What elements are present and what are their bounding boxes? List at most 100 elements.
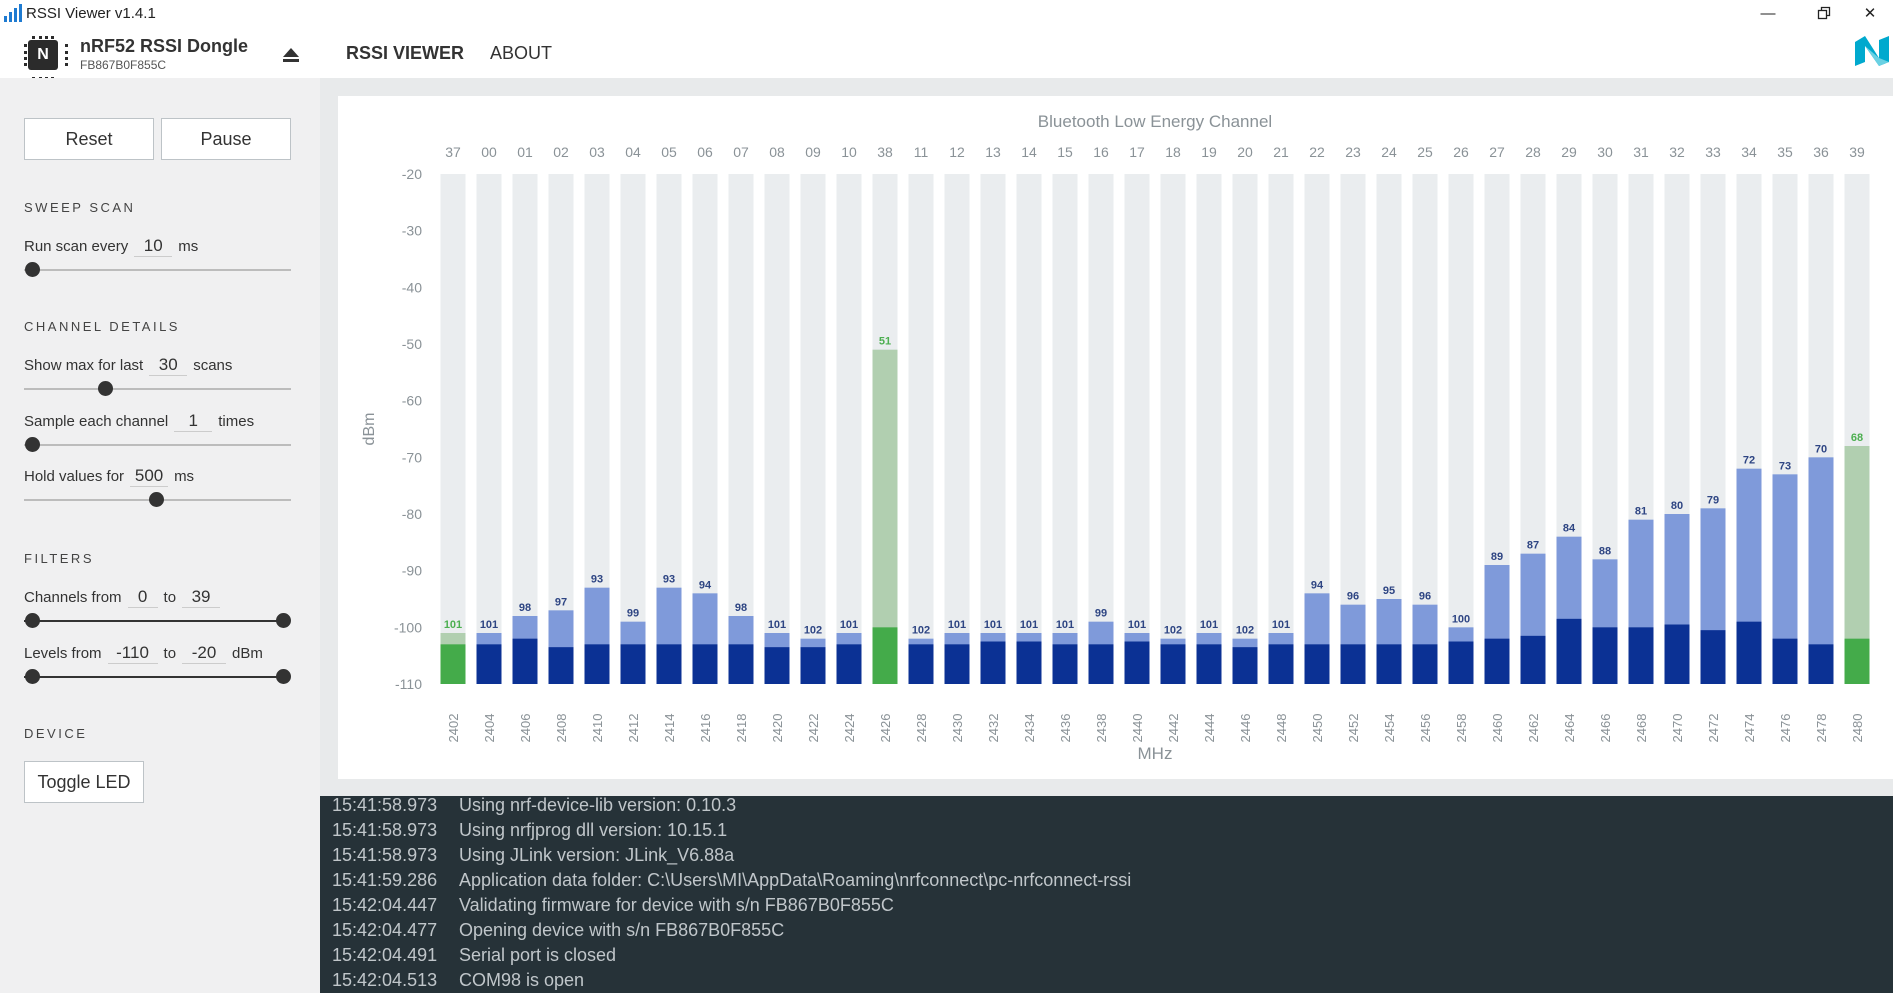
tab-rssi-viewer[interactable]: RSSI VIEWER (346, 43, 465, 63)
max-scans-handle[interactable] (98, 381, 113, 396)
log-line: 15:42:04.491 Serial port is closed (332, 945, 616, 966)
tab-about[interactable]: ABOUT (490, 43, 553, 63)
bar-current (1808, 644, 1834, 684)
channel-label: 19 (1201, 144, 1217, 160)
hold-time-handle[interactable] (149, 492, 164, 507)
max-scans-input[interactable]: 30 (149, 355, 188, 376)
log-message: Serial port is closed (459, 945, 617, 965)
channel-label: 12 (949, 144, 965, 160)
sample-count-handle[interactable] (25, 437, 40, 452)
level-from-handle[interactable] (25, 669, 40, 684)
level-to-handle[interactable] (276, 669, 291, 684)
channel-label: 00 (481, 144, 497, 160)
bar-value-label: 95 (1383, 585, 1395, 597)
sweep-interval-handle[interactable] (25, 262, 40, 277)
maximize-button[interactable] (1801, 0, 1847, 26)
bar-value-label: 101 (1272, 619, 1290, 631)
toggle-led-button[interactable]: Toggle LED (24, 761, 144, 803)
log-line: 15:42:04.477 Opening device with s/n FB86… (332, 920, 784, 941)
close-button[interactable]: ✕ (1847, 0, 1893, 26)
level-to-input[interactable]: -20 (182, 643, 227, 664)
bar-value-label: 102 (1164, 625, 1182, 637)
level-range-slider[interactable] (24, 676, 284, 678)
filters-heading: FILTERS (24, 551, 94, 566)
hold-time-input[interactable]: 500 (130, 466, 169, 487)
channel-from-handle[interactable] (25, 613, 40, 628)
device-name: nRF52 RSSI Dongle (80, 36, 249, 56)
bar-value-label: 93 (591, 574, 603, 586)
bar-value-label: 101 (1056, 619, 1074, 631)
bar-background (1412, 174, 1438, 684)
log-message: Using nrf-device-lib version: 0.10.3 (459, 795, 737, 815)
frequency-label: 2472 (1706, 714, 1721, 743)
channel-label: 25 (1417, 144, 1433, 160)
device-serial: FB867B0F855C (80, 58, 167, 72)
rssi-chart: Bluetooth Low Energy Channel MHz dBm -20 -30… (361, 112, 1870, 763)
eject-icon[interactable] (281, 46, 301, 64)
bar-current (1448, 641, 1474, 684)
bar-value-label: 101 (1128, 619, 1146, 631)
bar-current (548, 647, 574, 684)
bar-value-label: 79 (1707, 494, 1719, 506)
minimize-button[interactable]: — (1745, 0, 1791, 26)
bar-value-label: 101 (840, 619, 858, 631)
channel-range-slider[interactable] (24, 620, 284, 622)
bar-value-label: 68 (1851, 432, 1863, 444)
log-timestamp: 15:41:59.286 (332, 870, 438, 890)
bar-value-label: 80 (1671, 500, 1683, 512)
sweep-interval-input[interactable]: 10 (134, 236, 173, 257)
log-message: Using nrfjprog dll version: 10.15.1 (459, 820, 728, 840)
bar-value-label: 88 (1599, 545, 1611, 557)
bar-current (1412, 644, 1438, 684)
reset-button[interactable]: Reset (24, 118, 154, 160)
channel-label: 14 (1021, 144, 1037, 160)
frequency-label: 2446 (1238, 714, 1253, 743)
bar-current (1196, 644, 1222, 684)
channel-label: 30 (1597, 144, 1613, 160)
device-selector[interactable]: N nRF52 RSSI Dongle FB867B0F855C (0, 26, 320, 80)
level-from-input[interactable]: -110 (107, 643, 158, 664)
y-tick-label: -40 (402, 279, 422, 295)
frequency-label: 2468 (1634, 714, 1649, 743)
y-tick-label: -80 (402, 506, 422, 522)
max-scans-slider[interactable] (24, 388, 291, 390)
channel-to-handle[interactable] (276, 613, 291, 628)
show-max-row: Show max for last 30 scans (24, 355, 233, 376)
bar-current (944, 644, 970, 684)
log-message: COM98 is open (459, 970, 585, 990)
frequency-label: 2456 (1418, 714, 1433, 743)
frequency-label: 2418 (734, 714, 749, 743)
bar-value-label: 99 (627, 608, 639, 620)
bar-current (1484, 638, 1510, 684)
channel-from-input[interactable]: 0 (127, 587, 158, 608)
channel-label: 04 (625, 144, 641, 160)
y-tick-label: -110 (395, 676, 422, 692)
pause-button[interactable]: Pause (161, 118, 291, 160)
frequency-label: 2440 (1130, 714, 1145, 743)
channel-label: 38 (877, 144, 893, 160)
log-line: 15:42:04.513 COM98 is open (332, 970, 584, 991)
bar-value-label: 73 (1779, 460, 1791, 472)
bar-current (1088, 644, 1114, 684)
frequency-label: 2466 (1598, 714, 1613, 743)
bar-value-label: 93 (663, 574, 675, 586)
bar-value-label: 51 (879, 336, 891, 348)
channel-label: 23 (1345, 144, 1361, 160)
channel-to-input[interactable]: 39 (182, 587, 221, 608)
frequency-label: 2434 (1022, 714, 1037, 743)
sample-count-input[interactable]: 1 (174, 411, 213, 432)
bar-value-label: 101 (948, 619, 966, 631)
bar-current (1124, 641, 1150, 684)
app-icon (4, 4, 22, 22)
frequency-label: 2450 (1310, 714, 1325, 743)
bar-current (1628, 627, 1654, 684)
bar-current (872, 627, 898, 684)
bar-value-label: 102 (1236, 625, 1254, 637)
bar-value-label: 72 (1743, 455, 1755, 467)
channel-label: 39 (1849, 144, 1865, 160)
frequency-label: 2430 (950, 714, 965, 743)
bar-background (476, 174, 502, 684)
bar-background (1196, 174, 1222, 684)
sweep-interval-slider[interactable] (24, 269, 291, 271)
sample-count-slider[interactable] (24, 444, 291, 446)
